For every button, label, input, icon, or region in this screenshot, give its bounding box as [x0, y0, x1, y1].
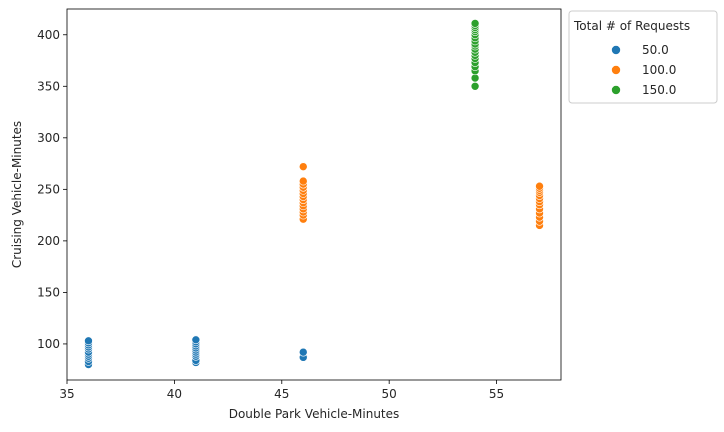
data-point — [298, 176, 308, 186]
x-axis-label: Double Park Vehicle-Minutes — [229, 407, 400, 421]
y-tick-label: 350 — [37, 79, 60, 93]
y-axis-label: Cruising Vehicle-Minutes — [10, 121, 24, 268]
legend-title: Total # of Requests — [573, 19, 690, 33]
data-point — [535, 181, 544, 191]
x-axis-ticks: 35 40 45 50 55 — [59, 380, 504, 401]
legend-items: 50.0 100.0 150.0 — [611, 43, 676, 97]
y-tick-label: 300 — [37, 131, 60, 145]
plot-frame — [66, 8, 562, 381]
x-tick-label: 35 — [59, 387, 74, 401]
legend-box — [568, 10, 718, 104]
x-tick-label: 50 — [382, 387, 397, 401]
y-axis-ticks: 100 150 200 250 300 350 400 — [37, 28, 67, 351]
data-points — [84, 19, 544, 369]
y-tick-label: 400 — [37, 28, 60, 42]
legend-marker — [611, 65, 621, 75]
x-tick-label: 40 — [167, 387, 182, 401]
legend-label: 50.0 — [642, 43, 669, 57]
legend-label: 150.0 — [642, 83, 676, 97]
x-tick-label: 45 — [274, 387, 289, 401]
y-tick-label: 200 — [37, 234, 60, 248]
data-point — [84, 336, 93, 346]
data-point — [298, 162, 308, 171]
data-point — [298, 347, 308, 357]
data-point — [470, 73, 480, 83]
data-point — [470, 19, 480, 28]
legend-label: 100.0 — [642, 63, 676, 77]
legend-marker — [611, 85, 621, 95]
y-tick-label: 250 — [37, 182, 60, 196]
data-point — [191, 335, 201, 345]
y-tick-label: 100 — [37, 337, 60, 351]
x-tick-label: 55 — [489, 387, 504, 401]
plot-area: 35 40 45 50 55 100 150 200 250 300 350 400 — [37, 8, 562, 401]
y-tick-label: 150 — [37, 285, 60, 299]
legend: Total # of Requests 50.0 100.0 150.0 — [568, 10, 718, 104]
data-point — [470, 81, 480, 91]
legend-marker — [611, 45, 621, 55]
